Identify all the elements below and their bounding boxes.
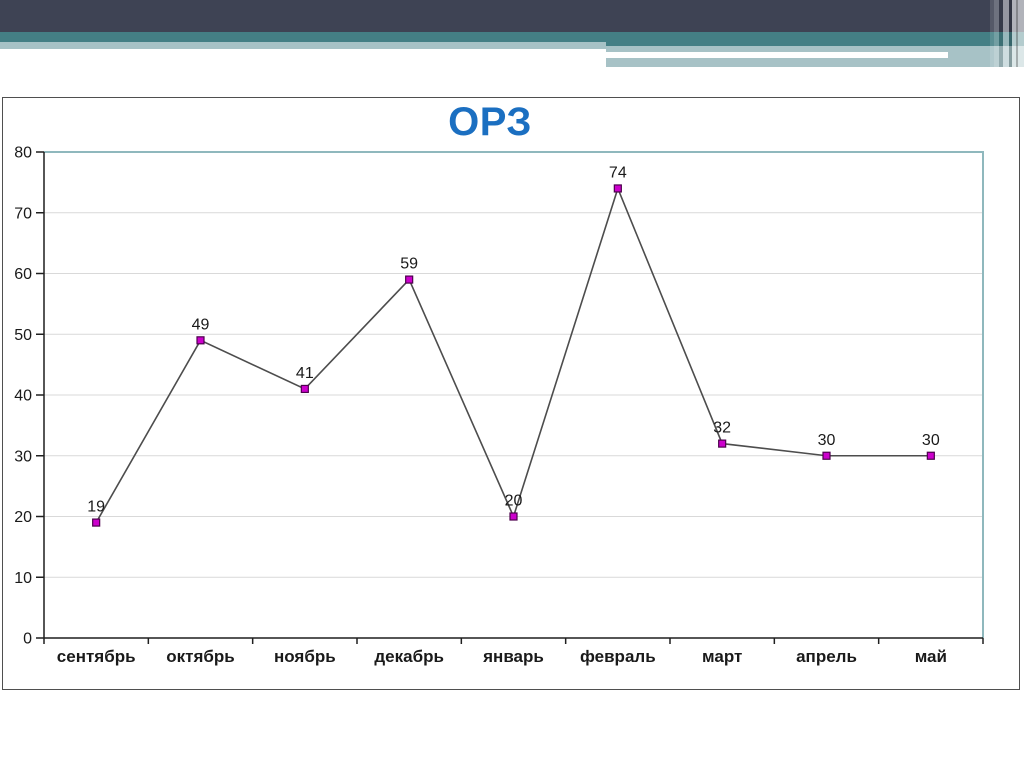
x-category-label: февраль [580, 647, 656, 666]
header-bar-teal [0, 32, 1024, 42]
data-point-label: 59 [400, 256, 418, 273]
x-category-label: декабрь [374, 647, 444, 666]
header-bar-dark [0, 0, 1024, 32]
series-line [95, 186, 931, 523]
y-tick-label: 0 [23, 631, 32, 648]
x-category-label: март [702, 647, 742, 666]
data-point-label: 74 [609, 164, 627, 181]
header-bar-light-left [0, 42, 606, 49]
data-point-label: 30 [922, 432, 940, 449]
data-point-marker [92, 518, 101, 527]
header-corner-stripe [1009, 0, 1012, 67]
data-point-marker [300, 384, 309, 394]
x-category-label: ноябрь [274, 647, 336, 666]
y-tick-label: 40 [14, 388, 32, 405]
x-category-label: октябрь [166, 647, 234, 666]
data-point-marker [509, 512, 518, 521]
data-point-label: 41 [296, 365, 314, 382]
data-point-label: 19 [87, 499, 105, 516]
header-corner-stripe [990, 0, 994, 67]
data-point-label: 49 [192, 316, 210, 333]
data-point-marker [822, 451, 831, 460]
y-tick-label: 50 [14, 327, 32, 344]
data-point-marker [718, 439, 727, 448]
header-corner-stripe [1003, 0, 1009, 67]
header-corner-stripe [994, 0, 999, 67]
x-category-label: сентябрь [57, 647, 136, 666]
y-tick-label: 10 [14, 570, 32, 587]
chart-title: ОРЗ [448, 100, 532, 144]
data-point-marker [613, 184, 622, 193]
y-tick-label: 60 [14, 266, 32, 283]
data-point-label: 20 [505, 493, 523, 510]
y-tick-label: 30 [14, 448, 32, 465]
header-bar-teal-right [606, 32, 1024, 46]
y-tick-label: 20 [14, 509, 32, 526]
x-category-label: январь [482, 647, 544, 666]
plot-area-border [44, 151, 984, 638]
data-point-marker [926, 451, 935, 460]
x-category-label: апрель [796, 647, 857, 666]
y-tick-label: 80 [14, 145, 32, 162]
header-corner-stripe [999, 0, 1003, 67]
header-corner-stripe [1012, 0, 1024, 67]
header-bar-white-gap [606, 52, 948, 58]
data-point-label: 30 [818, 432, 836, 449]
x-category-label: май [915, 647, 947, 666]
y-tick-label: 70 [14, 205, 32, 222]
data-point-marker [405, 275, 414, 284]
data-point-marker [196, 336, 205, 345]
data-point-label: 32 [713, 420, 731, 437]
header-corner-stripe [1016, 0, 1018, 67]
slide-content-panel [2, 97, 1020, 690]
